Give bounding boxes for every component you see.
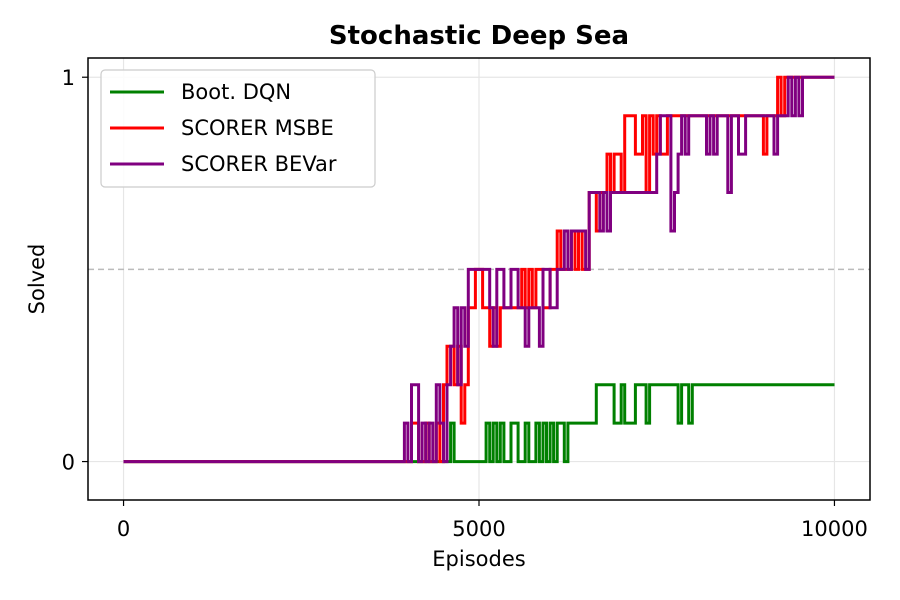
legend-label-boot-dqn: Boot. DQN <box>181 80 291 104</box>
y-tick-label-0: 0 <box>62 451 75 475</box>
plot-frame <box>87 57 871 501</box>
legend-label-scorer-bevar: SCORER BEVar <box>181 152 337 176</box>
legend-box <box>100 69 376 188</box>
series-line-boot-dqn <box>123 383 835 464</box>
ticks: 0 5000 10000 0 1 <box>62 66 868 541</box>
series-layer <box>123 75 835 464</box>
x-tick-label-1: 5000 <box>452 517 505 541</box>
chart-title: Stochastic Deep Sea <box>329 21 629 51</box>
x-axis-label: Episodes <box>432 547 525 571</box>
series-line-scorer-bevar <box>123 75 835 464</box>
y-axis-label: Solved <box>25 244 49 315</box>
legend-label-scorer-msbe: SCORER MSBE <box>181 116 334 140</box>
x-tick-label-0: 0 <box>117 517 130 541</box>
legend: Boot. DQN SCORER MSBE SCORER BEVar <box>100 69 376 188</box>
y-tick-label-1: 1 <box>62 66 75 90</box>
x-tick-label-2: 10000 <box>801 517 868 541</box>
series-line-scorer-msbe <box>123 75 835 464</box>
